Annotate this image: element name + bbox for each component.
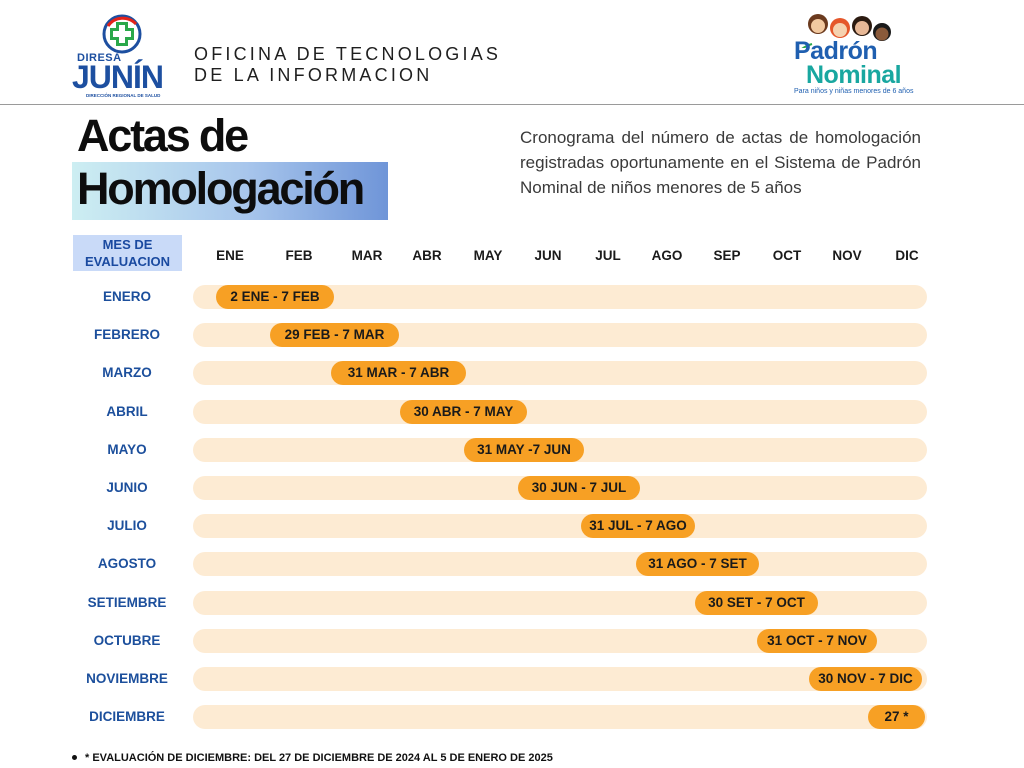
timeline-track <box>193 361 927 385</box>
month-header: NOV <box>832 248 862 263</box>
row-month-label: MARZO <box>102 365 152 380</box>
date-range-pill: 31 AGO - 7 SET <box>636 552 759 576</box>
month-header: MAR <box>351 248 383 263</box>
row-month-label: JUNIO <box>106 480 148 495</box>
health-cross-icon <box>102 14 142 54</box>
logo-brand-small: DIRESA <box>77 52 122 64</box>
office-name-line2: DE LA INFORMACION <box>194 65 433 85</box>
timeline-track <box>193 705 927 729</box>
month-header: FEB <box>285 248 313 263</box>
timeline-track <box>193 514 927 538</box>
date-range-pill: 2 ENE - 7 FEB <box>216 285 334 309</box>
row-month-label: AGOSTO <box>97 556 157 571</box>
header-divider <box>0 104 1024 105</box>
month-header: SEP <box>713 248 741 263</box>
month-header: ABR <box>412 248 442 263</box>
row-month-label: MAYO <box>107 442 147 457</box>
date-range-pill: 29 FEB - 7 MAR <box>270 323 399 347</box>
diresa-junin-logo: DIRESA JUNÍN DIRECCIÓN REGIONAL DE SALUD <box>70 14 180 102</box>
row-month-label: ENERO <box>102 289 151 304</box>
row-month-label: JULIO <box>107 518 147 533</box>
month-header: DIC <box>895 248 919 263</box>
padron-title-line2: Nominal <box>806 61 902 89</box>
row-month-label: FEBRERO <box>93 327 160 342</box>
date-range-pill: 31 MAY -7 JUN <box>464 438 584 462</box>
padron-caption: Para niños y niñas menores de 6 años <box>794 88 914 95</box>
office-name: OFICINA DE TECNOLOGIAS DE LA INFORMACION <box>194 44 501 86</box>
month-header: MAY <box>473 248 503 263</box>
row-month-label: OCTUBRE <box>93 633 161 648</box>
bullet-icon <box>72 754 77 760</box>
row-month-label: ABRIL <box>106 404 148 419</box>
date-range-pill: 27 * <box>868 705 925 729</box>
date-range-pill: 31 JUL - 7 AGO <box>581 514 695 538</box>
date-range-pill: 30 ABR - 7 MAY <box>400 400 527 424</box>
row-month-label: DICIEMBRE <box>89 709 165 724</box>
title-highlight <box>72 162 388 220</box>
month-header: AGO <box>651 248 683 263</box>
padron-nominal-logo: Padrón Nominal Para niños y niñas menore… <box>778 8 920 100</box>
page-title-line2: Homologación <box>77 163 365 214</box>
footnote: * EVALUACIÓN DE DICIEMBRE: DEL 27 DE DIC… <box>72 752 553 764</box>
date-range-pill: 31 OCT - 7 NOV <box>757 629 877 653</box>
date-range-pill: 30 NOV - 7 DIC <box>809 667 922 691</box>
month-header: JUN <box>534 248 562 263</box>
date-range-pill: 31 MAR - 7 ABR <box>331 361 466 385</box>
logo-caption: DIRECCIÓN REGIONAL DE SALUD <box>86 93 161 98</box>
row-month-label: NOVIEMBRE <box>86 671 168 686</box>
date-range-pill: 30 SET - 7 OCT <box>695 591 818 615</box>
month-header: OCT <box>772 248 802 263</box>
office-name-line1: OFICINA DE TECNOLOGIAS <box>194 44 502 64</box>
padron-title-line1: Padrón <box>794 37 878 65</box>
logo-brand-big: JUNÍN <box>72 59 164 95</box>
timeline-track <box>193 400 927 424</box>
row-header: MES DE EVALUACION <box>73 235 182 271</box>
footnote-text: * EVALUACIÓN DE DICIEMBRE: DEL 27 DE DIC… <box>85 752 553 764</box>
date-range-pill: 30 JUN - 7 JUL <box>518 476 640 500</box>
timeline-track <box>193 667 927 691</box>
row-month-label: SETIEMBRE <box>87 595 167 610</box>
children-faces-icon <box>801 14 891 48</box>
description: Cronograma del número de actas de homolo… <box>520 128 921 197</box>
month-header: JUL <box>595 248 621 263</box>
month-header: ENE <box>216 248 244 263</box>
timeline-track <box>193 552 927 576</box>
page-title-line1: Actas de <box>77 110 249 161</box>
